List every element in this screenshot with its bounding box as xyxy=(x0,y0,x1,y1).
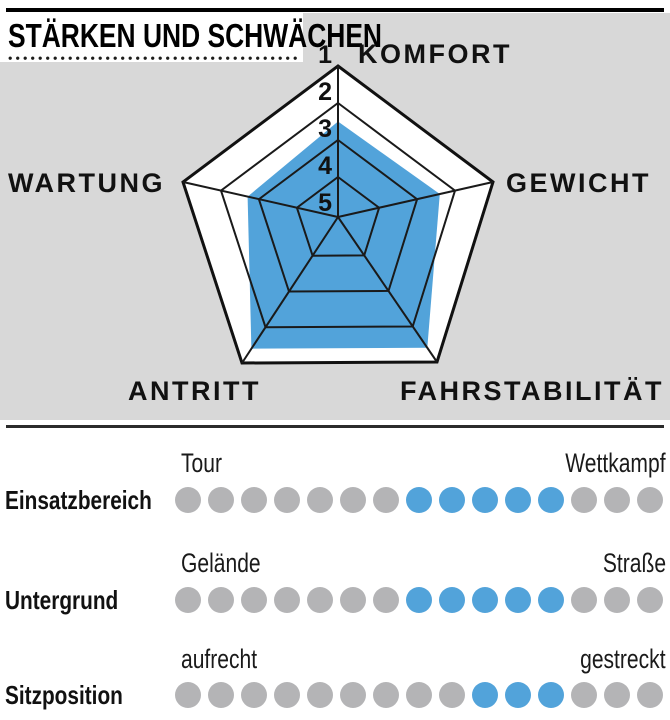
scale-row-label: Einsatzbereich xyxy=(5,485,152,515)
radar-axis-3 xyxy=(241,216,339,364)
dot-empty xyxy=(406,682,432,708)
dot-empty xyxy=(241,587,267,613)
dot-empty xyxy=(637,487,663,513)
scale-right-label: Straße xyxy=(602,548,666,578)
dot-filled xyxy=(505,682,531,708)
radar-axis-1 xyxy=(337,181,494,218)
dot-empty xyxy=(208,682,234,708)
dot-empty xyxy=(373,682,399,708)
dot-empty xyxy=(373,487,399,513)
dot-filled xyxy=(472,682,498,708)
radar-chart: 1 2 3 4 5 KOMFORT GEWICHT FAHRSTABILITÄT ANTRITT… xyxy=(8,39,664,406)
dot-empty xyxy=(373,587,399,613)
dot-empty xyxy=(208,487,234,513)
radar-axis-4 xyxy=(182,181,339,218)
radar-axis-label: GEWICHT xyxy=(506,168,651,198)
dot-empty xyxy=(307,487,333,513)
scale-right-label: Wettkampf xyxy=(565,448,666,478)
dot-filled xyxy=(538,487,564,513)
dot-filled xyxy=(439,487,465,513)
radar-tick-label: 4 xyxy=(318,152,332,180)
dot-filled xyxy=(538,587,564,613)
dot-empty xyxy=(241,487,267,513)
dot-empty xyxy=(637,682,663,708)
dot-filled xyxy=(472,487,498,513)
radar-axis-label: KOMFORT xyxy=(358,39,512,69)
dot-scale xyxy=(175,587,670,613)
radar-ring-3 xyxy=(257,138,419,293)
dot-filled xyxy=(538,682,564,708)
scale-row-label: Sitzposition xyxy=(5,680,123,710)
scale-right-label: gestreckt xyxy=(580,644,666,674)
dot-empty xyxy=(604,487,630,513)
section-divider xyxy=(6,425,664,428)
dotted-underline xyxy=(8,56,301,61)
dot-empty xyxy=(637,587,663,613)
dot-empty xyxy=(274,587,300,613)
radar-axis-2 xyxy=(337,216,438,363)
radar-tick-label: 1 xyxy=(318,41,332,69)
dot-empty xyxy=(571,682,597,708)
radar-axis-label: ANTRITT xyxy=(128,376,261,406)
dot-empty xyxy=(175,487,201,513)
radar-ring-4 xyxy=(295,175,381,257)
section-title: STÄRKEN UND SCHWÄCHEN xyxy=(8,17,382,54)
radar-tick-label: 5 xyxy=(318,189,332,217)
dot-filled xyxy=(472,587,498,613)
dot-empty xyxy=(604,587,630,613)
dot-filled xyxy=(406,587,432,613)
dot-empty xyxy=(208,587,234,613)
scale-left-label: Gelände xyxy=(181,548,261,578)
dot-scale xyxy=(175,682,670,708)
dot-empty xyxy=(340,682,366,708)
radar-outline xyxy=(181,64,495,365)
scale-left-label: aufrecht xyxy=(181,644,258,674)
dot-empty xyxy=(571,487,597,513)
dot-empty xyxy=(307,682,333,708)
dot-empty xyxy=(307,587,333,613)
dot-empty xyxy=(340,487,366,513)
scale-left-label: Tour xyxy=(181,448,222,478)
dot-empty xyxy=(274,487,300,513)
top-rule xyxy=(6,8,664,12)
dot-empty xyxy=(604,682,630,708)
dot-scale xyxy=(175,487,670,513)
dot-empty xyxy=(439,682,465,708)
dot-empty xyxy=(175,682,201,708)
radar-ring-2 xyxy=(219,101,457,329)
radar-tick-label: 2 xyxy=(318,78,332,106)
dot-filled xyxy=(439,587,465,613)
title-background xyxy=(0,13,303,62)
dot-filled xyxy=(505,587,531,613)
dot-empty xyxy=(340,587,366,613)
dot-filled xyxy=(406,487,432,513)
dot-filled xyxy=(505,487,531,513)
dot-empty xyxy=(571,587,597,613)
radar-tick-label: 3 xyxy=(318,115,332,143)
radar-axis-label: FAHRSTABILITÄT xyxy=(400,376,664,406)
dot-empty xyxy=(175,587,201,613)
dot-empty xyxy=(274,682,300,708)
dot-empty xyxy=(241,682,267,708)
radar-axis-label: WARTUNG xyxy=(8,168,165,198)
scale-row-label: Untergrund xyxy=(5,585,119,615)
